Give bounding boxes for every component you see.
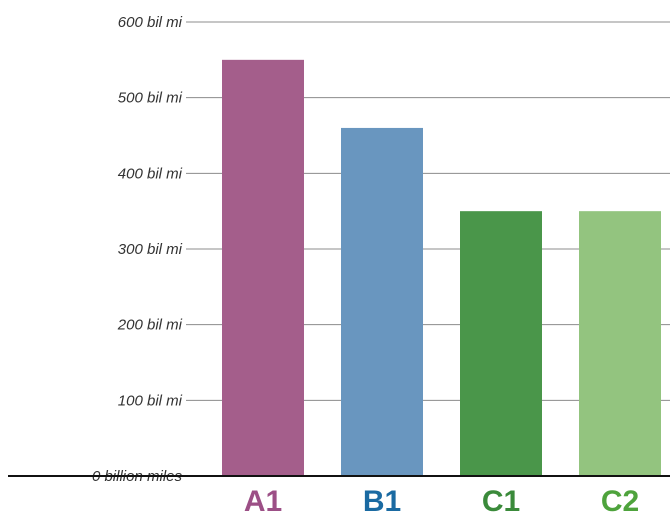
bar-c2 — [579, 211, 661, 476]
category-labels: A1 B1 C1 C2 — [244, 485, 639, 514]
y-tick-label: 100 bil mi — [118, 392, 183, 409]
category-label-c1: C1 — [482, 485, 520, 514]
bar-a1 — [222, 59, 304, 476]
category-label-a1: A1 — [244, 485, 282, 514]
y-tick-label: 400 bil mi — [118, 165, 183, 182]
category-label-b1: B1 — [363, 485, 401, 514]
bar-c1 — [460, 211, 542, 476]
y-tick-label: 300 bil mi — [118, 241, 183, 258]
y-tick-label: 600 bil mi — [118, 14, 183, 31]
y-tick-label: 500 bil mi — [118, 90, 183, 107]
category-label-c2: C2 — [601, 485, 639, 514]
bar-b1 — [341, 127, 423, 476]
y-tick-label: 200 bil mi — [117, 317, 183, 334]
bars — [222, 59, 661, 476]
